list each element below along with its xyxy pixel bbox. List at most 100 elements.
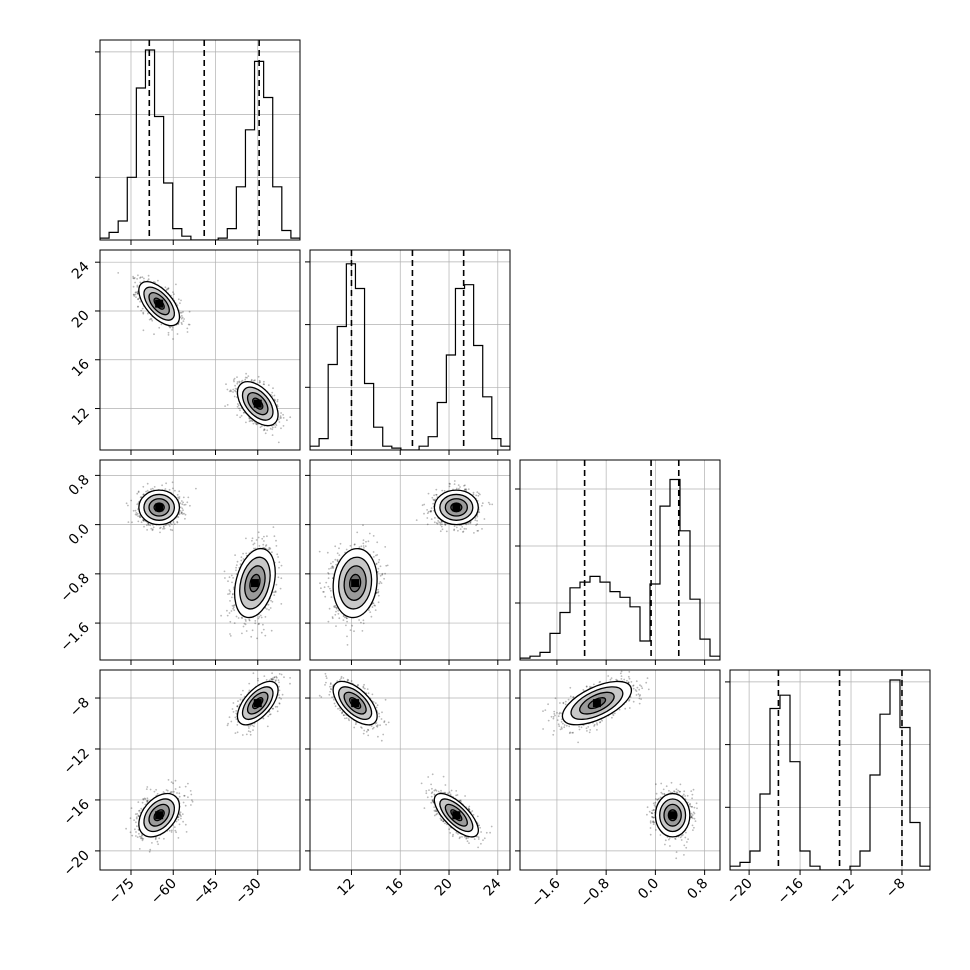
scatter-point <box>280 417 282 419</box>
scatter-point <box>147 522 150 525</box>
scatter-point <box>181 507 184 510</box>
scatter-point <box>487 501 490 504</box>
scatter-point <box>127 521 130 523</box>
histogram-1 <box>310 263 510 450</box>
scatter-point <box>260 616 263 619</box>
scatter-point <box>182 501 185 504</box>
scatter-point <box>328 607 331 610</box>
scatter-point <box>474 517 477 519</box>
scatter-point <box>335 563 338 566</box>
scatter-point <box>263 540 265 542</box>
scatter-point <box>151 487 154 490</box>
scatter-point <box>172 487 174 490</box>
scatter-point <box>250 378 253 381</box>
scatter-point <box>134 509 137 512</box>
scatter-point <box>251 629 254 632</box>
scatter-point <box>134 281 137 284</box>
scatter-point <box>247 375 250 377</box>
scatter-point <box>169 528 172 531</box>
panel-2-1 <box>310 460 510 660</box>
scatter-point <box>282 417 285 419</box>
scatter-point <box>362 622 365 625</box>
scatter-point <box>136 284 139 287</box>
scatter-point <box>322 591 324 593</box>
scatter-point <box>172 521 175 523</box>
scatter-point <box>337 609 340 612</box>
scatter-point <box>131 521 133 524</box>
scatter-point <box>135 296 137 298</box>
scatter-point <box>335 625 337 627</box>
scatter-point <box>260 425 263 427</box>
scatter-point <box>242 552 245 555</box>
scatter-point <box>434 517 436 519</box>
scatter-point <box>475 524 477 527</box>
scatter-point <box>435 493 437 496</box>
scatter-point <box>458 487 460 490</box>
scatter-point <box>233 380 235 383</box>
scatter-point <box>231 596 233 599</box>
scatter-point <box>158 326 161 329</box>
scatter-point <box>181 316 184 319</box>
scatter-point <box>459 486 461 488</box>
scatter-point <box>244 376 247 379</box>
scatter-point <box>362 524 364 527</box>
scatter-point <box>138 515 141 518</box>
scatter-point <box>142 311 145 314</box>
scatter-point <box>177 323 180 325</box>
scatter-point <box>271 434 274 436</box>
scatter-point <box>464 488 467 491</box>
scatter-point <box>453 525 456 528</box>
scatter-point <box>377 561 380 564</box>
scatter-point <box>472 493 475 496</box>
scatter-point <box>464 484 466 487</box>
scatter-point <box>134 513 137 516</box>
scatter-point <box>345 617 348 620</box>
scatter-point <box>268 608 270 611</box>
scatter-point <box>434 498 437 501</box>
scatter-point <box>333 606 336 609</box>
scatter-point <box>263 380 265 383</box>
scatter-point <box>173 523 176 525</box>
scatter-point <box>457 529 459 532</box>
scatter-point <box>147 524 150 526</box>
scatter-point <box>476 519 478 522</box>
scatter-point <box>439 522 442 524</box>
scatter-point <box>240 616 243 619</box>
scatter-point <box>132 285 135 288</box>
scatter-point <box>427 492 430 495</box>
scatter-point <box>274 591 277 593</box>
scatter-point <box>245 620 247 622</box>
scatter-point <box>172 291 174 294</box>
scatter-point <box>453 480 456 482</box>
scatter-point <box>171 529 174 532</box>
scatter-point <box>279 417 282 419</box>
scatter-point <box>271 551 273 554</box>
scatter-point <box>180 321 183 324</box>
scatter-point <box>345 617 348 619</box>
scatter-point <box>282 413 284 416</box>
scatter-point <box>229 635 232 637</box>
scatter-point <box>180 311 183 314</box>
scatter-point <box>245 372 248 375</box>
scatter-point <box>184 517 186 520</box>
scatter-point <box>433 494 435 497</box>
scatter-point <box>236 376 238 378</box>
scatter-point <box>430 509 433 512</box>
scatter-point <box>259 614 262 617</box>
scatter-point <box>465 488 468 491</box>
scatter-point <box>476 515 479 518</box>
scatter-point <box>331 616 334 618</box>
scatter-point <box>178 496 181 498</box>
scatter-point <box>259 426 262 429</box>
scatter-point <box>136 278 139 280</box>
scatter-point <box>186 331 189 333</box>
scatter-point <box>230 574 233 577</box>
scatter-point <box>444 524 447 526</box>
scatter-point <box>149 524 152 527</box>
scatter-point <box>169 522 172 525</box>
scatter-point <box>183 512 185 515</box>
scatter-point <box>463 488 466 491</box>
scatter-point <box>137 305 139 308</box>
scatter-point <box>188 323 191 326</box>
scatter-point <box>275 545 278 547</box>
